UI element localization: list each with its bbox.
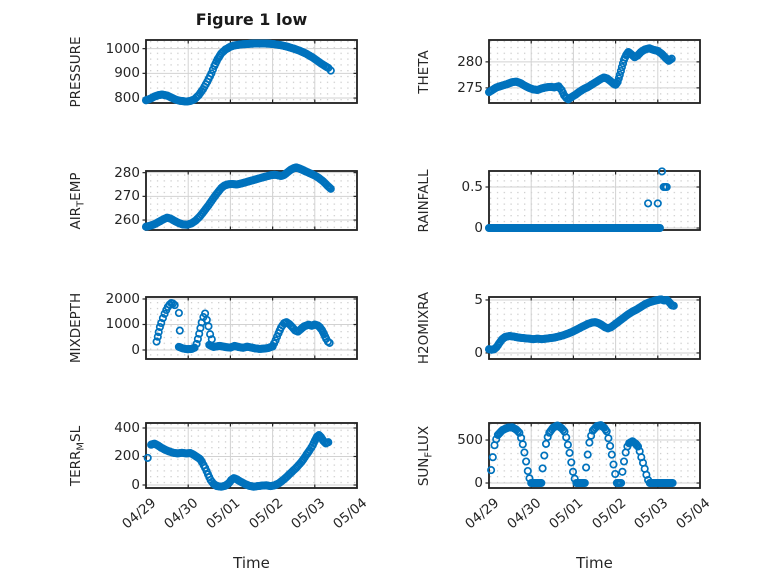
subplot-rainfall	[484, 167, 701, 233]
scatter-points	[484, 167, 671, 233]
y-tick-label: 800	[114, 90, 140, 107]
y-tick-label: 0.5	[461, 179, 483, 195]
y-tick-label: 0	[474, 220, 483, 237]
y-axis-label-sun_flux: SUNFLUX	[416, 425, 435, 486]
tick-marks	[485, 40, 701, 103]
scatter-points	[484, 295, 678, 354]
minor-grid-dots	[147, 41, 356, 102]
scatter-points	[141, 163, 335, 231]
y-tick-label: 2000	[105, 290, 140, 307]
y-tick-label: 1000	[105, 316, 140, 333]
y-tick-label: 270	[114, 188, 140, 205]
y-tick-label: 0	[131, 341, 140, 358]
scatter-points	[141, 39, 335, 106]
y-tick-label: 260	[114, 212, 140, 229]
subplot-h2omixra	[484, 295, 701, 360]
scatter-points	[152, 299, 334, 354]
subplot-mixdepth	[142, 296, 358, 360]
minor-grid-dots	[490, 41, 699, 102]
axes-frame	[488, 39, 701, 104]
x-axis-label-right: Time	[576, 554, 613, 572]
minor-grid-dots	[490, 298, 699, 358]
y-tick-label: 0	[474, 344, 483, 361]
x-axis-label-left: Time	[233, 554, 270, 572]
subplot-sun_flux	[485, 421, 701, 489]
axes-frame	[488, 296, 701, 360]
y-tick-label: 400	[114, 419, 140, 436]
y-tick-label: 200	[114, 448, 140, 465]
subplot-air_temp	[141, 163, 358, 231]
axes-frame	[145, 170, 358, 231]
y-tick-label: 500	[457, 432, 483, 449]
tick-marks	[142, 297, 358, 359]
y-tick-label: 0	[474, 475, 483, 491]
scatter-points	[143, 431, 333, 491]
y-tick-label: 275	[457, 79, 483, 96]
figure-title: Figure 1 low	[195, 10, 308, 29]
subplot-terr_msl	[142, 422, 358, 491]
scatter-points	[487, 421, 677, 488]
minor-grid-dots	[490, 172, 699, 229]
y-tick-label: 900	[114, 65, 140, 82]
y-axis-label-terr_msl: TERRMSL	[68, 425, 87, 486]
y-tick-label: 1000	[105, 40, 140, 57]
y-tick-label: 5	[474, 291, 483, 308]
y-tick-label: 280	[457, 53, 483, 70]
subplot-pressure	[141, 39, 358, 106]
y-tick-label: 0	[131, 477, 140, 493]
y-tick-label: 280	[114, 164, 140, 181]
scatter-points	[484, 44, 676, 104]
subplot-theta	[484, 39, 701, 104]
axes-frame	[145, 296, 358, 360]
